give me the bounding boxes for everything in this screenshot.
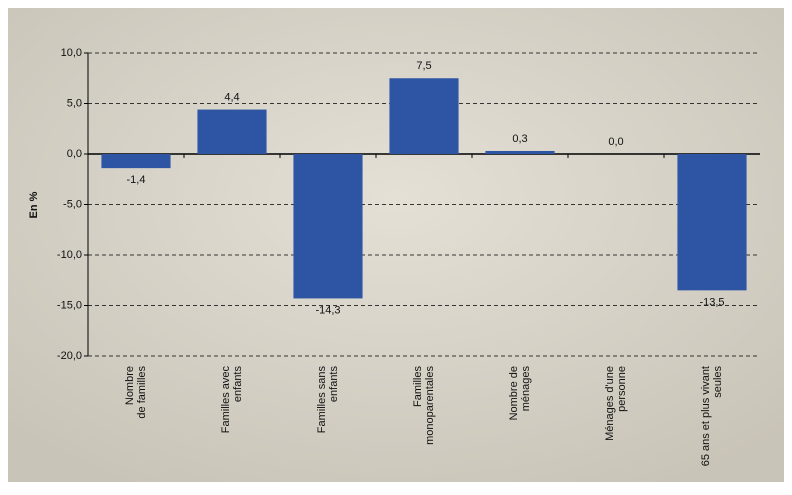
value-label: -1,4 <box>127 174 146 186</box>
x-tick-label: 65 ans et plus vivant <box>700 366 712 466</box>
bar <box>485 150 555 154</box>
x-tick-label: enfants <box>232 366 244 403</box>
x-tick-label: de familles <box>136 366 148 419</box>
x-tick-label: ménages <box>520 366 532 412</box>
bar <box>677 154 747 291</box>
value-label: 7,5 <box>416 60 431 72</box>
y-tick-label: 0,0 <box>67 148 82 160</box>
x-tick-label: personne <box>616 366 628 412</box>
x-tick-label: seules <box>712 366 724 398</box>
value-label: 4,4 <box>224 91 239 103</box>
bar <box>293 154 363 299</box>
y-axis-label: En % <box>28 191 40 218</box>
x-tick-label: Nombre <box>124 366 136 405</box>
bar <box>197 109 267 154</box>
y-tick-label: -20,0 <box>57 350 82 362</box>
value-label: -14,3 <box>315 304 340 316</box>
y-tick-label: -15,0 <box>57 299 82 311</box>
bar <box>101 154 171 169</box>
y-tick-label: 10,0 <box>61 47 82 59</box>
x-tick-label: Familles <box>412 366 424 407</box>
x-tick-label: enfants <box>328 366 340 403</box>
value-label: -13,5 <box>699 296 724 308</box>
x-tick-label: Nombre de <box>508 366 520 420</box>
x-tick-label: Familles avec <box>220 366 232 434</box>
x-tick-label: monoparentales <box>424 366 436 445</box>
value-label: 0,0 <box>608 136 623 148</box>
bar <box>389 78 459 154</box>
y-tick-label: 5,0 <box>67 97 82 109</box>
y-tick-label: -10,0 <box>57 249 82 261</box>
y-tick-label: -5,0 <box>63 198 82 210</box>
value-label: 0,3 <box>512 133 527 145</box>
x-tick-label: Ménages d'une <box>604 366 616 441</box>
x-tick-label: Familles sans <box>316 366 328 434</box>
